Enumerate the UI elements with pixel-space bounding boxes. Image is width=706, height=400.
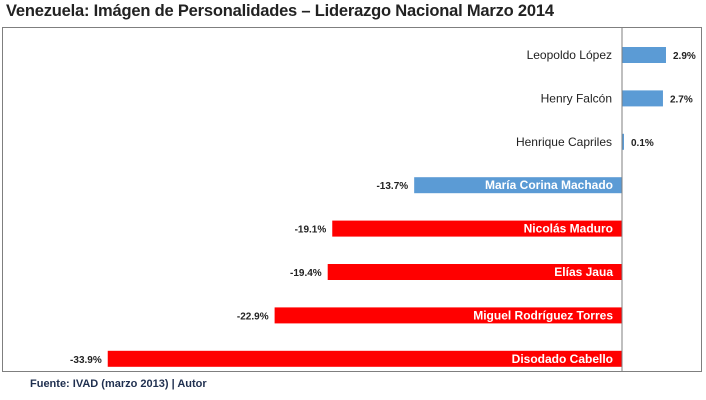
category-label: Elías Jaua: [554, 265, 613, 279]
bar: [622, 90, 663, 107]
bar: [107, 350, 622, 367]
data-label: -33.9%: [70, 355, 102, 366]
source-note: Fuente: IVAD (marzo 2013) | Autor: [30, 378, 207, 390]
category-label: Disodado Cabello: [512, 352, 613, 366]
category-label: Leopoldo López: [527, 48, 612, 62]
category-label: Henry Falcón: [541, 91, 612, 105]
data-label: -13.7%: [376, 181, 408, 192]
category-label: Henrique Capriles: [516, 135, 612, 149]
bar: [332, 220, 622, 237]
data-label: -22.9%: [237, 311, 269, 322]
category-label: Miguel Rodríguez Torres: [473, 308, 613, 322]
bar: [622, 47, 666, 63]
plot-area-frame: [2, 27, 702, 372]
bar: [414, 177, 622, 194]
data-label: 0.1%: [631, 138, 654, 149]
bar: [622, 133, 624, 150]
data-label: 2.7%: [670, 94, 693, 105]
category-label: Nicolás Maduro: [524, 222, 613, 236]
chart-title: Venezuela: Imágen de Personalidades – Li…: [6, 2, 554, 20]
bar: [327, 264, 622, 280]
data-label: 2.9%: [673, 51, 696, 62]
bar: [274, 307, 622, 324]
data-label: -19.4%: [290, 268, 322, 279]
category-label: María Corina Machado: [485, 178, 613, 192]
data-label: -19.1%: [295, 225, 327, 236]
